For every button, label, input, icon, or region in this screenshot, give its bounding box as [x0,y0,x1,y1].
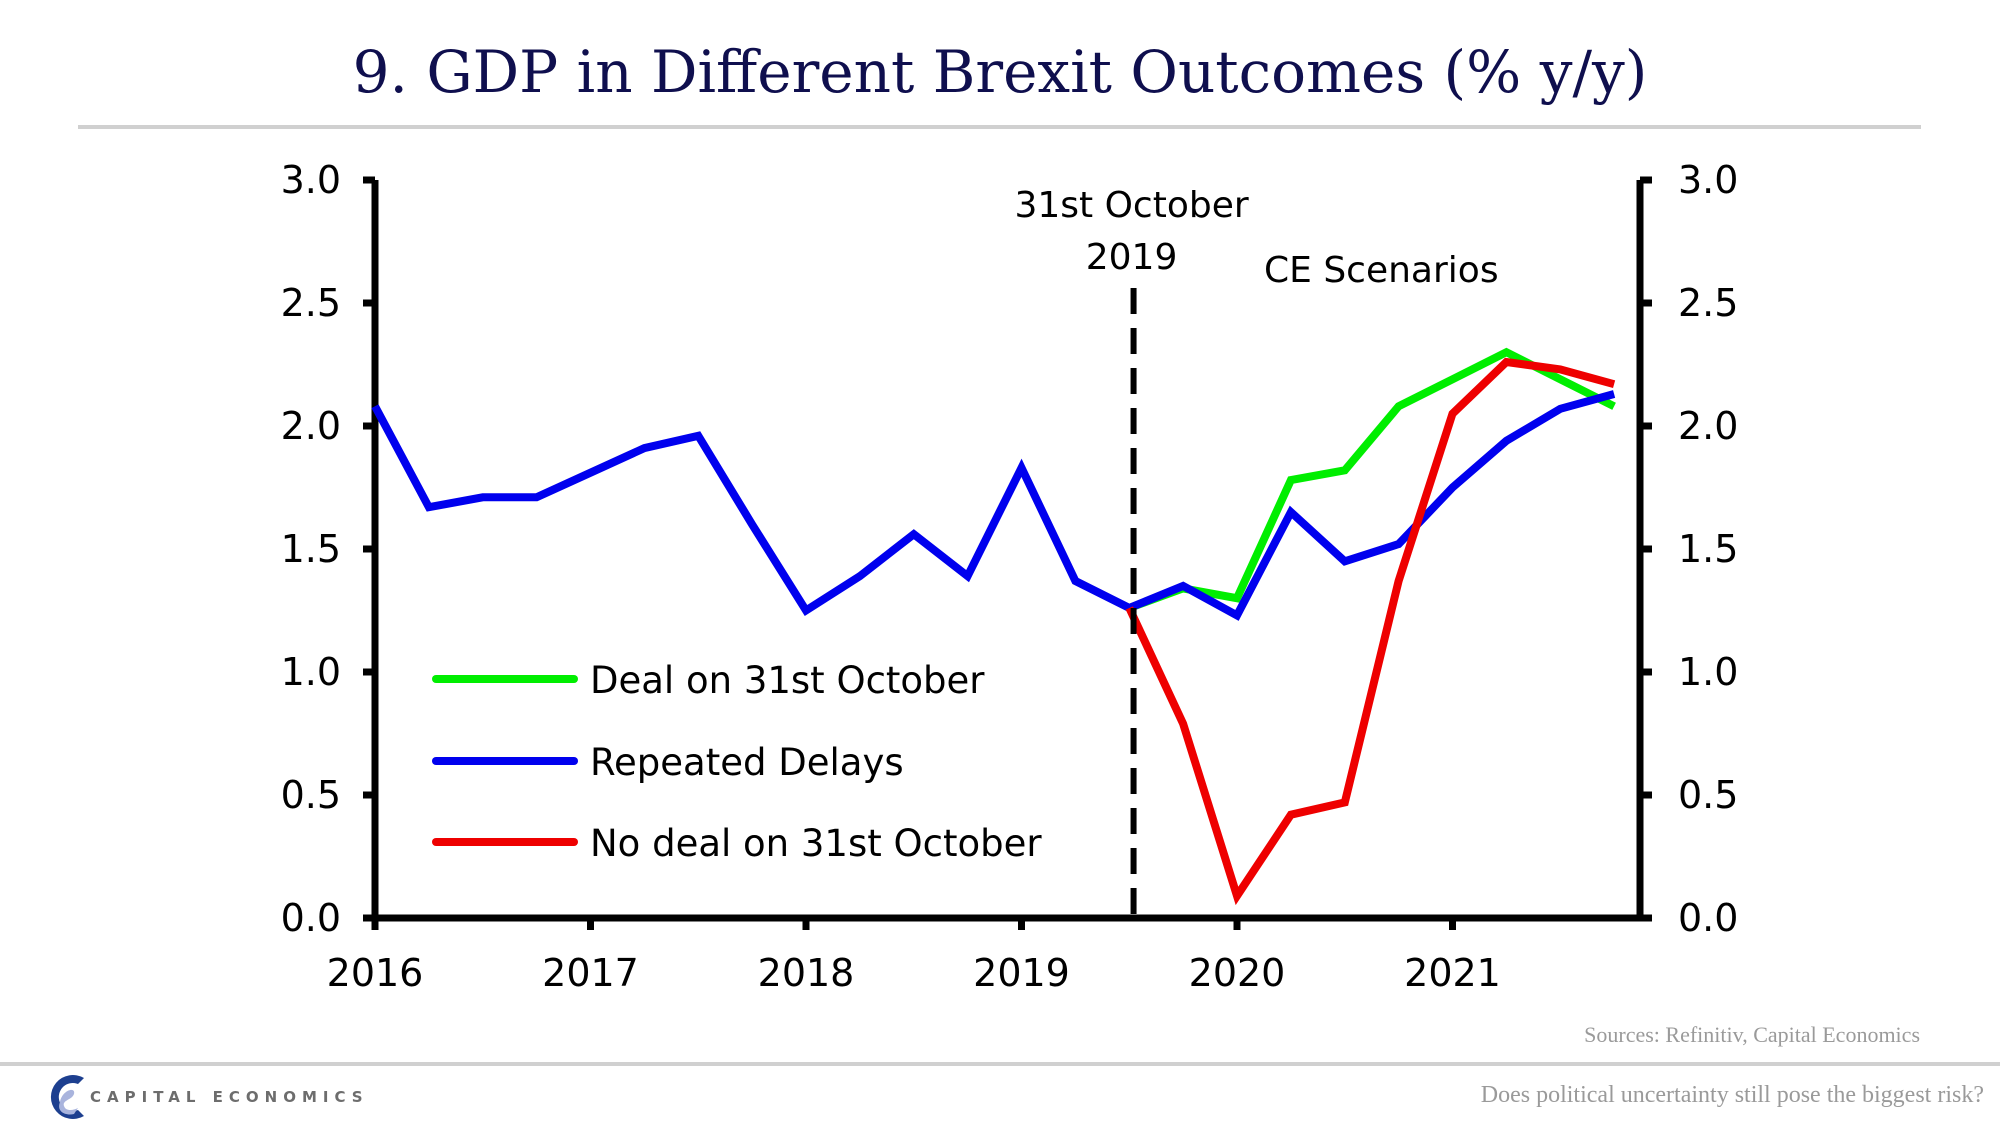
capital-economics-logo-icon [50,1075,84,1119]
series-line-no-deal-on-31st-october [1125,357,1616,906]
x-tick-label: 2016 [327,951,424,995]
x-tick-label: 2018 [758,951,855,995]
title-divider [78,125,1921,129]
chart-title: 9. GDP in Different Brexit Outcomes (% y… [352,38,1648,106]
series-line-deal-on-31st-october [1127,347,1616,612]
footer-divider [0,1062,2000,1066]
chart: 0.0 0.0 0.5 0.5 1.0 1.0 1.5 1.5 2.0 2.0 2.5 2.5 3.0 3… [281,158,1739,995]
y-tick-label-left: 2.5 [281,281,341,325]
y-tick-label-right: 2.5 [1678,281,1738,325]
x-tick-label: 2021 [1404,951,1501,995]
y-tick-label-right: 0.5 [1678,773,1738,817]
ce-scenarios-label: CE Scenarios [1264,250,1499,291]
y-tick-label-right: 1.5 [1678,527,1738,571]
series-line-repeated-delays [371,390,1616,621]
legend: Deal on 31st October Repeated Delays No de… [432,659,1042,865]
brexit-date-label: 2019 [1086,237,1178,278]
y-tick-label-left: 0.0 [281,896,341,940]
y-tick-label-left: 0.5 [281,773,341,817]
annotations: 31st October 2019 CE Scenarios [1014,185,1499,918]
y-tick-label-left: 1.5 [281,527,341,571]
series-lines [371,347,1616,906]
x-tick-label: 2017 [542,951,639,995]
brand-name: CAPITAL ECONOMICS [90,1088,369,1106]
y-tick-label-right: 2.0 [1678,404,1738,448]
x-tick-label: 2020 [1189,951,1286,995]
sources-note: Sources: Refinitiv, Capital Economics [1584,1022,1920,1047]
brexit-date-label: 31st October [1014,185,1248,226]
y-tick-label-left: 3.0 [281,158,341,202]
y-tick-label-left: 1.0 [281,650,341,694]
legend-label: Deal on 31st October [590,659,985,702]
y-tick-label-left: 2.0 [281,404,341,448]
legend-label: Repeated Delays [590,741,904,784]
footer-question: Does political uncertainty still pose th… [1480,1082,1984,1108]
legend-label: No deal on 31st October [590,822,1042,865]
y-tick-label-right: 0.0 [1678,896,1738,940]
axes: 0.0 0.0 0.5 0.5 1.0 1.0 1.5 1.5 2.0 2.0 2.5 2.5 3.0 3… [281,158,1739,995]
x-tick-label: 2019 [973,951,1070,995]
y-tick-label-right: 3.0 [1678,158,1738,202]
y-tick-label-right: 1.0 [1678,650,1738,694]
